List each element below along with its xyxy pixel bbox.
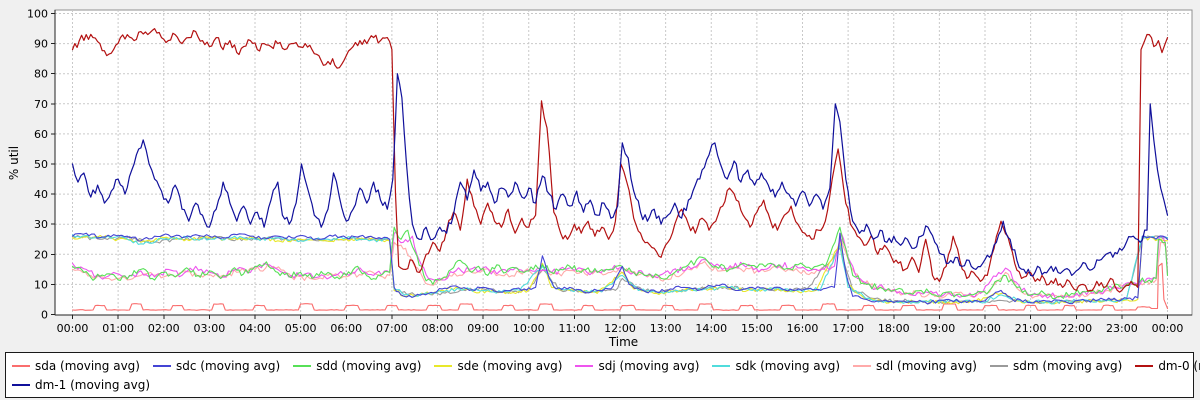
- y-tick-label: 70: [34, 98, 48, 111]
- x-tick-label: 01:00: [102, 322, 134, 335]
- y-tick-label: 20: [34, 248, 48, 261]
- x-tick-label: 03:00: [194, 322, 226, 335]
- y-tick-label: 60: [34, 128, 48, 141]
- legend-label: sda (moving avg): [35, 358, 140, 373]
- legend-swatch-dm-0: [1135, 364, 1154, 367]
- x-tick-label: 23:00: [1106, 322, 1138, 335]
- axes: [51, 10, 1192, 319]
- legend-swatch-sdm: [990, 364, 1008, 367]
- legend-item-sde: sde (moving avg): [434, 359, 562, 373]
- legend-swatch-sdl: [853, 364, 872, 367]
- series-sda-line: [71, 262, 1169, 311]
- y-tick-label: 100: [27, 8, 48, 21]
- x-tick-label: 04:00: [239, 322, 271, 335]
- x-tick-label: 06:00: [330, 322, 362, 335]
- y-axis-title: % util: [7, 145, 21, 181]
- x-tick-label: 20:00: [969, 322, 1001, 335]
- legend-swatch-sdc: [152, 364, 171, 367]
- legend-swatch-dm-1: [12, 383, 30, 386]
- y-tick-label: 30: [34, 218, 48, 231]
- legend-item-sdc: sdc (moving avg): [152, 358, 281, 373]
- legend-item-sdd: sdd (moving avg): [293, 359, 421, 373]
- x-tick-label: 12:00: [604, 322, 636, 335]
- legend-row-1: sda (moving avg) sdc (moving avg) sdd (mov…: [12, 356, 1200, 375]
- x-tick-label: 16:00: [787, 322, 819, 335]
- y-tick-label: 40: [34, 188, 48, 201]
- x-tick-label: 21:00: [1015, 322, 1047, 335]
- x-tick-label: 14:00: [695, 322, 727, 335]
- x-tick-label: 05:00: [285, 322, 317, 335]
- tick-labels: 0 10 20 30 40 50 60 70 80 90 100 00:00 01:00 02:00 03:…: [27, 8, 1183, 336]
- plot-background: [54, 9, 1193, 316]
- legend-label: dm-1 (moving avg): [35, 377, 151, 392]
- legend-label: sdl (moving avg): [876, 358, 977, 373]
- legend-label: sde (moving avg): [457, 358, 563, 373]
- legend-item-sdl: sdl (moving avg): [853, 359, 977, 373]
- x-tick-label: 17:00: [832, 322, 864, 335]
- x-axis-title: Time: [608, 335, 639, 349]
- y-tick-label: 50: [34, 158, 48, 171]
- legend-item-dm-0: dm-0 (moving avg): [1135, 359, 1200, 373]
- x-tick-label: 08:00: [422, 322, 454, 335]
- x-tick-label: 00:00: [57, 322, 89, 335]
- y-tick-label: 0: [41, 309, 48, 322]
- legend-row-2: dm-1 (moving avg): [12, 375, 1187, 394]
- legend-label: dm-0 (moving avg): [1158, 358, 1200, 373]
- x-tick-label: 11:00: [559, 322, 591, 335]
- gridlines: [55, 10, 1192, 315]
- legend-swatch-sdj: [575, 364, 594, 367]
- legend-label: sdk (moving avg): [735, 358, 841, 373]
- legend-label: sdc (moving avg): [175, 358, 281, 373]
- x-tick-label: 00:00: [1152, 322, 1184, 335]
- legend-swatch-sda: [12, 364, 30, 367]
- series-sdj-line: [71, 231, 1169, 299]
- x-tick-label: 19:00: [924, 322, 956, 335]
- legend-swatch-sdk: [712, 364, 731, 367]
- legend-item-sdj: sdj (moving avg): [575, 359, 699, 373]
- series-dm-1-line: [71, 73, 1169, 277]
- series-sdc-line: [71, 232, 1169, 305]
- x-tick-label: 22:00: [1060, 322, 1092, 335]
- legend-swatch-sdd: [293, 364, 312, 367]
- x-tick-label: 13:00: [650, 322, 682, 335]
- legend: sda (moving avg) sdc (moving avg) sdd (mov…: [5, 352, 1200, 398]
- x-tick-label: 18:00: [878, 322, 910, 335]
- legend-label: sdm (moving avg): [1013, 358, 1123, 373]
- y-tick-label: 10: [34, 278, 48, 291]
- legend-swatch-sde: [434, 364, 453, 367]
- legend-item-sdm: sdm (moving avg): [990, 359, 1122, 373]
- series-sdd-line: [71, 226, 1169, 300]
- x-tick-label: 09:00: [467, 322, 499, 335]
- legend-label: sdd (moving avg): [316, 358, 422, 373]
- y-tick-label: 90: [34, 38, 48, 51]
- x-tick-label: 15:00: [741, 322, 773, 335]
- legend-label: sdj (moving avg): [598, 358, 700, 373]
- legend-item-sdk: sdk (moving avg): [712, 359, 840, 373]
- x-tick-label: 02:00: [148, 322, 180, 335]
- legend-item-dm-1: dm-1 (moving avg): [12, 378, 150, 392]
- plot-canvas: 0 10 20 30 40 50 60 70 80 90 100 00:00 01:00 02:00 03:…: [27, 8, 1193, 336]
- legend-item-sda: sda (moving avg): [12, 359, 140, 373]
- y-tick-label: 80: [34, 68, 48, 81]
- x-tick-label: 07:00: [376, 322, 408, 335]
- series-sdk-line: [71, 234, 1169, 305]
- x-tick-label: 10:00: [513, 322, 545, 335]
